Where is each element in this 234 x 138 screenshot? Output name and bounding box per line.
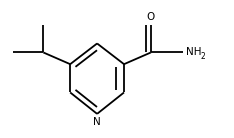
Text: NH: NH	[186, 47, 201, 57]
Text: 2: 2	[200, 52, 205, 61]
Text: N: N	[93, 117, 101, 127]
Text: O: O	[147, 12, 155, 22]
